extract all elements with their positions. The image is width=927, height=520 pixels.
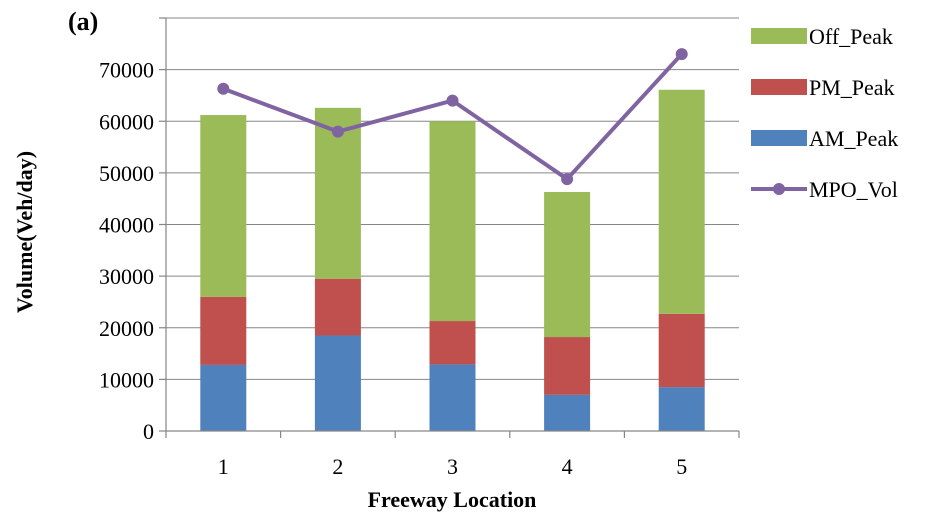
bars	[200, 89, 705, 431]
y-tick-label: 70000	[99, 58, 154, 83]
bar-pm-peak-3	[429, 321, 476, 365]
bar-off-peak-5	[658, 89, 705, 314]
y-tick-label: 10000	[99, 367, 154, 392]
bar-am-peak-4	[544, 394, 591, 431]
legend-label-off-peak: Off_Peak	[809, 24, 893, 49]
legend: Off_Peak PM_Peak AM_Peak MPO_Vol	[751, 24, 898, 202]
x-tick-label: 3	[447, 454, 458, 479]
legend-label-pm-peak: PM_Peak	[809, 75, 895, 100]
mpo-line	[217, 48, 688, 186]
bar-am-peak-1	[200, 364, 247, 431]
tick-labels: 0 10000 20000 30000 40000 50000 60000 70000 1 2 3 4…	[99, 58, 687, 479]
bar-am-peak-3	[429, 364, 476, 431]
x-tick-label: 1	[218, 454, 229, 479]
bar-pm-peak-1	[200, 296, 247, 365]
bar-off-peak-1	[200, 115, 247, 297]
bar-pm-peak-5	[658, 313, 705, 388]
legend-swatch-off-peak	[751, 28, 807, 44]
bar-off-peak-3	[429, 121, 476, 322]
x-tick-label: 5	[676, 454, 687, 479]
panel-label: (a)	[68, 7, 98, 36]
marker-mpo-vol-1	[217, 82, 230, 95]
marker-mpo-vol-3	[446, 94, 459, 107]
legend-marker-mpo-vol	[773, 183, 785, 195]
x-tick-label: 2	[332, 454, 343, 479]
bar-pm-peak-2	[314, 278, 361, 336]
x-tick-label: 4	[562, 454, 573, 479]
bar-am-peak-2	[314, 335, 361, 431]
marker-mpo-vol-5	[675, 48, 688, 61]
y-tick-label: 0	[143, 419, 154, 444]
bar-am-peak-5	[658, 387, 705, 431]
x-axis-title: Freeway Location	[368, 487, 537, 512]
legend-label-am-peak: AM_Peak	[809, 126, 898, 151]
marker-mpo-vol-2	[331, 125, 344, 138]
bar-off-peak-4	[544, 191, 591, 338]
y-tick-label: 60000	[99, 109, 154, 134]
marker-mpo-vol-4	[561, 173, 574, 186]
axes	[159, 17, 740, 438]
legend-swatch-pm-peak	[751, 79, 807, 95]
legend-swatch-am-peak	[751, 130, 807, 146]
y-axis-title: Volume(Veh/day)	[12, 151, 37, 313]
y-tick-label: 30000	[99, 264, 154, 289]
bar-pm-peak-4	[544, 337, 591, 395]
y-tick-label: 20000	[99, 316, 154, 341]
y-tick-label: 50000	[99, 161, 154, 186]
legend-label-mpo-vol: MPO_Vol	[809, 177, 898, 202]
y-tick-label: 40000	[99, 213, 154, 238]
